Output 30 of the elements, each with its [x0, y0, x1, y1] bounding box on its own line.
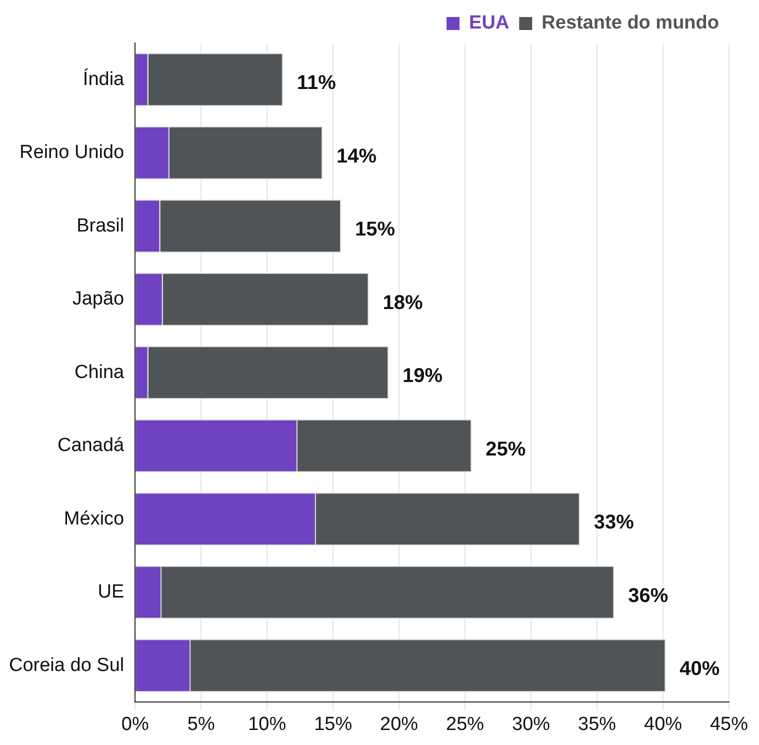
x-tick-label: 10%: [248, 714, 286, 735]
x-tick-label: 30%: [512, 714, 550, 735]
y-tick-label: Canadá: [58, 435, 125, 456]
y-tick-label: Japão: [72, 288, 124, 310]
legend-label: Restante do mundo: [542, 12, 720, 34]
x-tick-label: 35%: [578, 714, 616, 735]
total-label: 40%: [680, 658, 720, 680]
y-tick-label: México: [64, 508, 124, 530]
y-tick-label: UE: [98, 582, 124, 603]
total-label: 18%: [382, 292, 423, 314]
total-label: 11%: [296, 72, 336, 94]
x-tick-label: 45%: [710, 714, 748, 735]
x-tick-label: 15%: [314, 714, 352, 735]
total-label: 33%: [594, 512, 634, 534]
y-tick-label: Coreia do Sul: [9, 654, 124, 676]
total-label: 14%: [336, 145, 377, 168]
x-tick-label: 0%: [121, 714, 149, 735]
y-tick-label: Índia: [82, 68, 125, 90]
y-tick-label: Brasil: [76, 215, 124, 236]
y-tick-label: China: [74, 362, 125, 383]
total-label: 19%: [402, 365, 443, 388]
x-tick-label: 20%: [380, 714, 418, 735]
y-tick-label: Reino Unido: [20, 142, 124, 164]
x-tick-label: 25%: [446, 714, 484, 735]
legend-label: EUA: [469, 12, 510, 34]
total-label: 15%: [355, 218, 396, 241]
x-tick-label: 40%: [644, 714, 682, 735]
total-label: 25%: [486, 438, 526, 460]
total-label: 36%: [628, 584, 668, 607]
x-tick-label: 5%: [187, 714, 215, 735]
